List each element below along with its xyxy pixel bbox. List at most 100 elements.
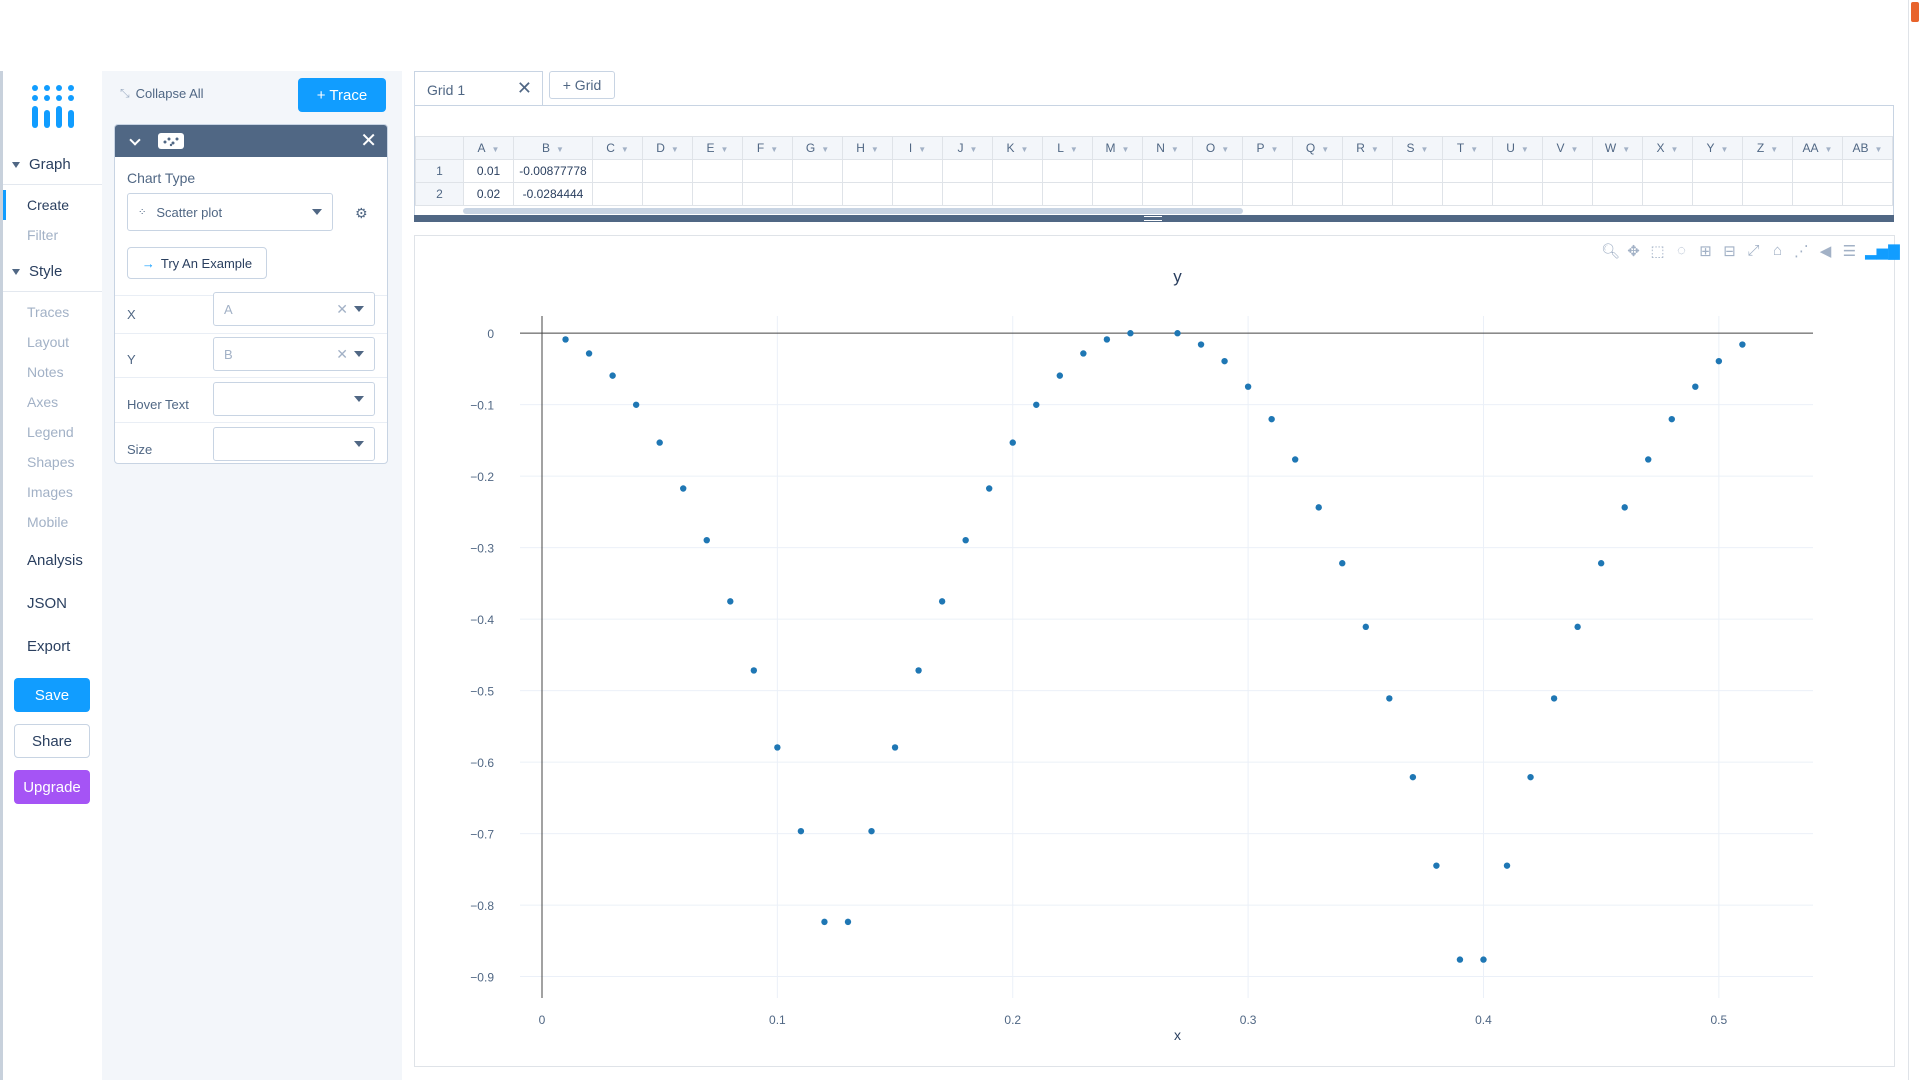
grid-cell[interactable] (642, 159, 693, 183)
column-menu-icon[interactable]: ▼ (1321, 145, 1330, 154)
clear-icon[interactable]: ✕ (336, 301, 348, 317)
column-menu-icon[interactable]: ▼ (1520, 145, 1529, 154)
column-header-y[interactable]: Y ▼ (1692, 136, 1743, 160)
column-header-u[interactable]: U ▼ (1492, 136, 1543, 160)
column-header-a[interactable]: A ▼ (463, 136, 514, 160)
data-point[interactable] (727, 598, 734, 605)
share-button[interactable]: Share (14, 724, 90, 758)
data-point[interactable] (1291, 456, 1299, 463)
grid-cell[interactable] (1792, 182, 1843, 206)
column-header-t[interactable]: T ▼ (1442, 136, 1493, 160)
column-header-d[interactable]: D ▼ (642, 136, 693, 160)
grid-chart-splitter[interactable] (414, 215, 1894, 222)
nav-traces[interactable]: Traces (27, 304, 70, 320)
grid-cell[interactable] (592, 182, 643, 206)
upgrade-button[interactable]: Upgrade (14, 770, 90, 804)
nav-axes[interactable]: Axes (27, 394, 59, 410)
grid-cell[interactable] (1242, 159, 1293, 183)
data-point[interactable] (680, 485, 687, 492)
nav-style-group[interactable]: Style (3, 252, 102, 292)
data-point[interactable] (656, 439, 663, 446)
data-point[interactable] (1480, 956, 1487, 963)
data-point[interactable] (1692, 383, 1699, 390)
grid-cell[interactable] (842, 159, 893, 183)
grid-cell[interactable] (1392, 182, 1443, 206)
grid-cell[interactable] (692, 159, 743, 183)
nav-shapes[interactable]: Shapes (27, 454, 75, 470)
spike-lines-icon[interactable]: ⋰ (1794, 243, 1809, 260)
grid-cell[interactable] (1442, 182, 1493, 206)
nav-export[interactable]: Export (27, 637, 71, 655)
data-point[interactable] (1221, 357, 1228, 365)
data-point[interactable] (750, 667, 758, 674)
column-header-b[interactable]: B ▼ (513, 136, 593, 160)
column-header-m[interactable]: M ▼ (1092, 136, 1143, 160)
column-header-h[interactable]: H ▼ (842, 136, 893, 160)
hover-closest-icon[interactable]: ◀ (1819, 243, 1832, 260)
column-menu-icon[interactable]: ▼ (1824, 145, 1833, 154)
gear-icon[interactable]: ⚙ (355, 205, 368, 221)
grid-cell[interactable] (1742, 182, 1793, 206)
chevron-down-icon[interactable] (129, 134, 141, 146)
data-point[interactable] (986, 485, 993, 492)
grid-cell[interactable] (1742, 159, 1793, 183)
plotly-logo-icon[interactable]: ▂▅▇ (1865, 243, 1900, 260)
data-point[interactable] (1197, 341, 1205, 348)
column-header-ab[interactable]: AB ▼ (1842, 136, 1893, 160)
data-point[interactable] (1033, 401, 1040, 408)
grid-cell[interactable] (1542, 159, 1593, 183)
grid-cell[interactable] (1642, 182, 1693, 206)
column-header-w[interactable]: W ▼ (1592, 136, 1643, 160)
grid-cell[interactable] (1242, 182, 1293, 206)
grid-cell[interactable] (692, 182, 743, 206)
grid-cell[interactable] (842, 182, 893, 206)
data-point[interactable] (915, 667, 922, 674)
data-point[interactable] (1550, 695, 1558, 702)
column-menu-icon[interactable]: ▼ (1170, 145, 1179, 154)
grid-cell[interactable] (1842, 182, 1893, 206)
column-menu-icon[interactable]: ▼ (1221, 145, 1230, 154)
grid-cell[interactable] (1692, 182, 1743, 206)
grid-cell[interactable] (892, 182, 943, 206)
data-point[interactable] (1409, 773, 1417, 781)
data-point[interactable] (1362, 623, 1369, 631)
hover-text-select[interactable] (213, 382, 375, 416)
page-scrollbar[interactable] (1908, 0, 1920, 1080)
column-menu-icon[interactable]: ▼ (770, 145, 779, 154)
zoom-out-icon[interactable]: ⊟ (1723, 243, 1736, 260)
grid-cell[interactable] (1292, 159, 1343, 183)
grid-cell[interactable] (1342, 182, 1393, 206)
grid-cell[interactable] (1042, 182, 1093, 206)
grid-cell[interactable]: 0.02 (463, 182, 514, 206)
column-menu-icon[interactable]: ▼ (1670, 145, 1679, 154)
grid-cell[interactable] (892, 159, 943, 183)
data-point[interactable] (562, 336, 569, 343)
chart-type-select[interactable]: ⁘ Scatter plot (127, 193, 333, 231)
nav-notes[interactable]: Notes (27, 364, 64, 380)
grid-cell[interactable] (1192, 182, 1243, 206)
grid-cell[interactable] (1142, 159, 1193, 183)
data-point[interactable] (1597, 560, 1605, 567)
nav-layout[interactable]: Layout (27, 334, 70, 350)
data-point[interactable] (844, 918, 852, 926)
grid-cell[interactable] (1842, 159, 1893, 183)
size-select[interactable] (213, 427, 375, 461)
data-point[interactable] (797, 827, 805, 835)
grid-cell[interactable] (742, 159, 793, 183)
grid-cell[interactable] (992, 182, 1043, 206)
grid-cell[interactable] (1342, 159, 1393, 183)
grid-horizontal-scrollbar[interactable] (463, 208, 1243, 214)
tab-grid-1[interactable]: Grid 1 ✕ (414, 71, 543, 107)
column-menu-icon[interactable]: ▼ (1069, 145, 1078, 154)
data-point[interactable] (1456, 956, 1464, 963)
data-point[interactable] (1080, 350, 1087, 357)
column-menu-icon[interactable]: ▼ (670, 145, 679, 154)
data-point[interactable] (609, 372, 616, 379)
grid-cell[interactable]: 0.01 (463, 159, 514, 183)
data-point[interactable] (1574, 623, 1581, 631)
data-point[interactable] (585, 350, 593, 357)
data-point[interactable] (1103, 336, 1111, 343)
nav-json[interactable]: JSON (27, 594, 68, 612)
column-header-z[interactable]: Z ▼ (1742, 136, 1793, 160)
column-menu-icon[interactable]: ▼ (1720, 145, 1729, 154)
